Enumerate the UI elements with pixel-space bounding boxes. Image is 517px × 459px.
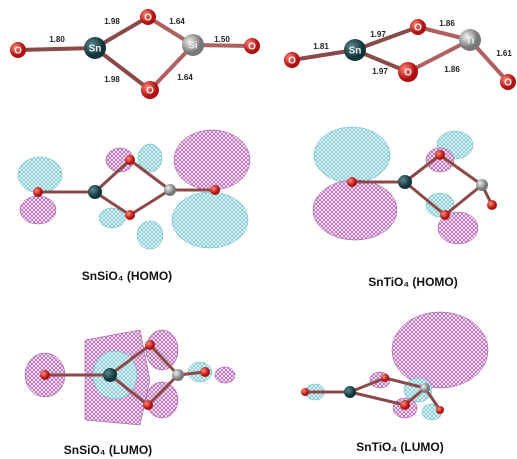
bond-label: 1.97 [370, 30, 386, 39]
bond-label: 1.86 [444, 65, 460, 74]
orbital-sn-ti-homo [313, 127, 497, 244]
atom-label: O [504, 78, 512, 89]
atom-label: O [144, 13, 152, 24]
figure: 1.80 1.98 1.64 1.50 1.98 1.64 O Sn O Si … [0, 0, 517, 459]
atom-label: O [248, 42, 256, 53]
bond-label: 1.81 [313, 42, 329, 51]
bond-label: 1.80 [49, 35, 65, 44]
atom-label: Si [188, 41, 198, 52]
structure-sn-ti-o4 [284, 19, 516, 90]
caption: SnSiO₄ (LUMO) [64, 443, 152, 457]
bond-label: 1.61 [496, 49, 512, 58]
bond-label: 1.98 [104, 17, 120, 26]
atom-label: O [146, 86, 154, 97]
caption: SnSiO₄ (HOMO) [82, 269, 172, 283]
bond-label: 1.86 [439, 19, 455, 28]
bond-label: 1.64 [177, 73, 193, 82]
orbital-sn-ti-lumo [301, 312, 488, 420]
atom-label: Sn [349, 46, 362, 57]
caption: SnTiO₄ (LUMO) [356, 440, 444, 454]
orbital-sn-si-homo [18, 130, 250, 249]
atom-label: Sn [89, 44, 102, 55]
caption: SnTiO₄ (HOMO) [368, 275, 458, 289]
atom-label: O [14, 46, 22, 57]
bond-label: 1.98 [104, 75, 120, 84]
bond-label: 1.50 [214, 35, 230, 44]
structure-sn-si-o4 [10, 9, 260, 99]
atom-label: O [414, 23, 422, 34]
atom-label: O [404, 68, 412, 79]
atom-label: O [288, 56, 296, 67]
atom-label: Ti [466, 36, 475, 47]
bond-label: 1.97 [372, 67, 388, 76]
bond-labels-1: 1.80 1.98 1.64 1.50 1.98 1.64 [49, 17, 230, 84]
bond-label: 1.64 [169, 17, 185, 26]
orbital-sn-si-lumo [25, 330, 235, 425]
